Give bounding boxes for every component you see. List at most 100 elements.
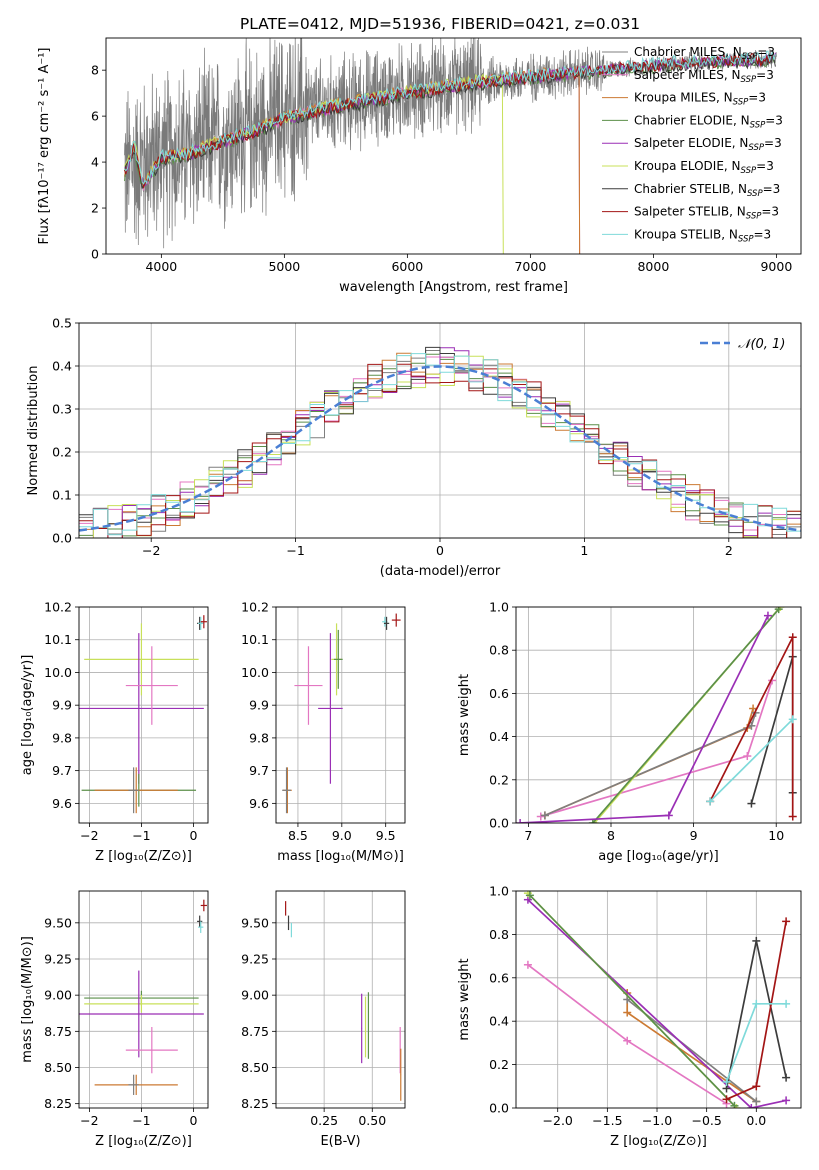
y-axis-label: Flux [fλ10⁻¹⁷ erg cm⁻² s⁻¹ A⁻¹] xyxy=(37,48,52,245)
x-tick-label: 0.0 xyxy=(746,1113,766,1128)
x-tick-label: 5000 xyxy=(268,259,300,274)
y-tick-label: 0.3 xyxy=(52,402,72,417)
x-tick-label: 1 xyxy=(580,543,588,558)
x-tick-label: 6000 xyxy=(391,259,423,274)
y-tick-label: 0.4 xyxy=(489,1014,509,1029)
y-axis-label: mass weight xyxy=(457,958,472,1040)
y-tick-label: 9.50 xyxy=(44,915,72,930)
x-tick-label: 9000 xyxy=(760,259,792,274)
weight-marker xyxy=(743,752,752,761)
gaussian-curve xyxy=(79,365,801,532)
errorbar-point xyxy=(361,993,363,1064)
y-tick-label: 10.0 xyxy=(241,665,269,680)
x-tick-label: −1.0 xyxy=(642,1113,672,1128)
legend-entry: Kroupa ELODIE, NSSP=3 xyxy=(634,159,774,176)
y-tick-label: 0.6 xyxy=(489,970,509,985)
errorbar-point xyxy=(200,615,207,629)
weight-series-line xyxy=(544,712,757,817)
x-tick-label: 7 xyxy=(524,828,532,843)
axes-frame xyxy=(105,37,802,255)
weight-marker xyxy=(752,1082,761,1091)
weight-marker xyxy=(749,704,758,713)
x-tick-label: 0 xyxy=(189,828,197,843)
plot-area-mass_vs_EBV xyxy=(285,901,402,1101)
x-axis-label: age [log₁₀(age/yr)] xyxy=(598,849,719,864)
figure-title: PLATE=0412, MJD=51936, FIBERID=0421, z=0… xyxy=(240,15,640,33)
y-tick-label: 0.4 xyxy=(489,729,509,744)
weight-series-line xyxy=(520,615,769,823)
weight-marker xyxy=(782,1073,791,1082)
weight-series-line xyxy=(592,608,780,823)
weight-marker xyxy=(525,891,534,900)
plot-area-weight_vs_age xyxy=(516,607,797,823)
x-tick-label: −1 xyxy=(132,828,150,843)
y-tick-label: 9.7 xyxy=(249,763,269,778)
weight-marker xyxy=(788,812,797,821)
histogram-series xyxy=(79,353,801,536)
y-tick-label: 0.8 xyxy=(489,643,509,658)
legend: Chabrier MILES, NSSP=3 Salpeter MILES, NS… xyxy=(602,45,783,244)
axes-frame xyxy=(515,606,802,824)
axes-frame xyxy=(78,322,802,539)
y-axis-label: Normed distribution xyxy=(26,366,41,496)
errorbar-point xyxy=(197,915,203,928)
grid-mass_vs_Z xyxy=(79,891,208,1108)
x-axis-label: mass [log₁₀(M/M⊙)] xyxy=(277,849,404,864)
y-tick-label: 4 xyxy=(91,155,99,170)
x-tick-label: −2 xyxy=(142,543,160,558)
weight-marker xyxy=(722,1095,731,1104)
weight-marker xyxy=(516,819,525,823)
errorbar-point xyxy=(290,922,293,938)
panel-residuals: −2 −1 0 1 2 0.0 0.1 0.2 0.3 0.4 0.5 (data-model)/er… xyxy=(26,316,802,579)
y-tick-label: 8.50 xyxy=(241,1060,269,1075)
weight-marker xyxy=(623,995,632,1004)
axes-frame xyxy=(78,890,209,1109)
y-tick-label: 10.1 xyxy=(241,632,269,647)
y-tick-label: 0.8 xyxy=(489,927,509,942)
y-tick-label: 10.2 xyxy=(241,600,269,615)
weight-marker xyxy=(782,1096,791,1105)
panel-weight_vs_age: 7 8 9 10 0.0 0.2 0.4 0.6 0.8 1.0 age [log₁₀(age/yr… xyxy=(457,600,802,864)
errorbar-point xyxy=(84,623,199,696)
x-axis-label: Z [log₁₀(Z/Z⊙)] xyxy=(95,849,192,864)
axes-frame xyxy=(275,606,406,824)
grid-mass_vs_EBV xyxy=(276,891,405,1108)
errorbar-point xyxy=(125,646,178,725)
errorbar-point xyxy=(125,1026,178,1074)
errorbar-point xyxy=(294,646,323,725)
y-tick-label: 0.5 xyxy=(52,316,72,331)
y-tick-label: 0.0 xyxy=(52,531,72,546)
y-tick-label: 6 xyxy=(91,109,99,124)
y-tick-label: 9.50 xyxy=(241,915,269,930)
legend-entry: Chabrier ELODIE, NSSP=3 xyxy=(634,113,783,130)
weight-marker xyxy=(523,960,532,969)
errorbar-point xyxy=(200,899,207,912)
legend-entry: Salpeter MILES, NSSP=3 xyxy=(634,68,774,85)
weight-marker xyxy=(623,1036,632,1045)
errorbar-point xyxy=(383,616,390,630)
y-tick-label: 0.2 xyxy=(52,445,72,460)
legend-entry: Kroupa STELIB, NSSP=3 xyxy=(634,227,771,244)
weight-series-line xyxy=(544,708,754,817)
weight-marker xyxy=(730,1101,739,1108)
x-axis-label: Z [log₁₀(Z/Z⊙)] xyxy=(95,1134,192,1149)
errorbar-point xyxy=(84,995,199,1013)
y-tick-label: 1.0 xyxy=(489,884,509,899)
histogram-series xyxy=(79,355,801,538)
x-tick-label: 8 xyxy=(607,828,615,843)
y-tick-label: 0 xyxy=(91,247,99,262)
errorbar-point xyxy=(333,629,343,689)
plot-area-spectrum xyxy=(124,38,777,254)
x-tick-label: −2 xyxy=(80,1113,98,1128)
y-tick-label: 8.25 xyxy=(241,1096,269,1111)
plot-area-mass_vs_Z xyxy=(79,899,207,1095)
x-axis-label: Z [log₁₀(Z/Z⊙)] xyxy=(610,1134,707,1149)
errorbar-point xyxy=(198,616,204,630)
x-tick-label: −2 xyxy=(80,828,98,843)
x-tick-label: 0.50 xyxy=(358,1113,386,1128)
y-tick-label: 9.9 xyxy=(249,698,269,713)
x-tick-label: −1 xyxy=(132,1113,150,1128)
y-tick-label: 8.75 xyxy=(44,1024,72,1039)
x-tick-label: −1 xyxy=(286,543,304,558)
